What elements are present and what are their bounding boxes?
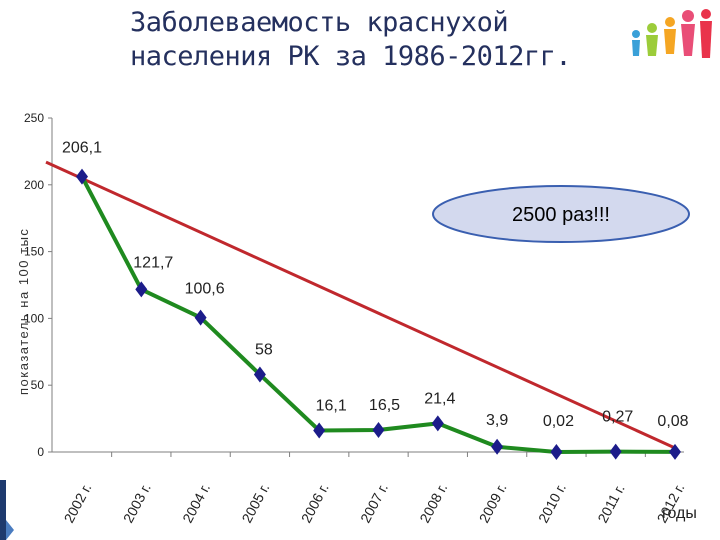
x-tick-label: 2009 г.: [476, 481, 510, 526]
data-markers: [76, 168, 681, 460]
y-tick-label: 50: [31, 378, 45, 392]
y-tick-label: 0: [37, 445, 44, 459]
annotation-callout: 2500 раз!!!: [432, 185, 690, 243]
x-tick-label: 2007 г.: [357, 481, 391, 526]
x-tick-label: 2008 г.: [416, 481, 450, 526]
data-point: [431, 415, 444, 432]
data-label: 0,08: [657, 413, 688, 430]
y-ticks: 0 50 100 150 200 250: [24, 111, 52, 459]
y-tick-label: 150: [24, 245, 44, 259]
y-tick-label: 250: [24, 111, 44, 125]
data-label: 0,27: [602, 409, 633, 426]
callout-text: 2500 раз!!!: [512, 204, 610, 226]
x-ticks: 2002 г. 2003 г. 2004 г. 2005 г. 2006 г. 2007 …: [61, 452, 688, 526]
trend-line: [45, 160, 676, 450]
data-label: 206,1: [62, 140, 102, 157]
y-axis-label: показатель на 100 тыс: [16, 228, 31, 395]
data-label: 121,7: [133, 254, 173, 271]
data-label: 100,6: [185, 281, 225, 298]
x-tick-label: 2003 г.: [120, 481, 154, 526]
data-point: [76, 168, 88, 185]
x-tick-label: 2006 г.: [298, 481, 332, 526]
data-label: 21,4: [424, 390, 455, 407]
corner-decoration: [0, 480, 14, 540]
data-label: 3,9: [486, 412, 508, 429]
x-tick-label: 2005 г.: [238, 481, 272, 526]
x-tick-label: 2002 г.: [61, 481, 95, 526]
data-point: [669, 443, 681, 460]
people-logo-icon: [632, 9, 712, 58]
data-point: [609, 443, 622, 460]
y-tick-label: 200: [24, 178, 44, 192]
data-point: [491, 438, 504, 455]
title-line-1: Заболеваемость краснухой: [130, 7, 509, 38]
data-point: [135, 281, 148, 298]
x-tick-label: 2011 г.: [594, 481, 628, 525]
data-point: [253, 366, 266, 383]
title-line-2: населения РК за 1986-2012гг.: [130, 41, 572, 72]
data-point: [194, 309, 207, 326]
page-title: Заболеваемость краснухой населения РК за…: [130, 6, 630, 74]
data-labels: 206,1 121,7 100,6 58 16,1 16,5 21,4 3,9 0,02 0,27…: [62, 140, 689, 430]
data-point: [550, 443, 563, 460]
x-tick-label: 2010 г.: [535, 481, 569, 526]
x-tick-label: 2004 г.: [179, 481, 213, 526]
y-tick-label: 100: [24, 311, 44, 325]
data-label: 16,1: [316, 397, 347, 414]
callout-ellipse: [432, 185, 690, 243]
data-label: 58: [255, 342, 273, 359]
data-point: [313, 422, 326, 439]
data-point: [372, 421, 385, 438]
data-label: 0,02: [543, 413, 574, 430]
x-axis-label: годы: [662, 505, 696, 522]
data-label: 16,5: [369, 397, 400, 414]
chart-area: 0 50 100 150 200 250 2002 г. 2003 г. 2004 г. 200…: [6, 100, 696, 540]
